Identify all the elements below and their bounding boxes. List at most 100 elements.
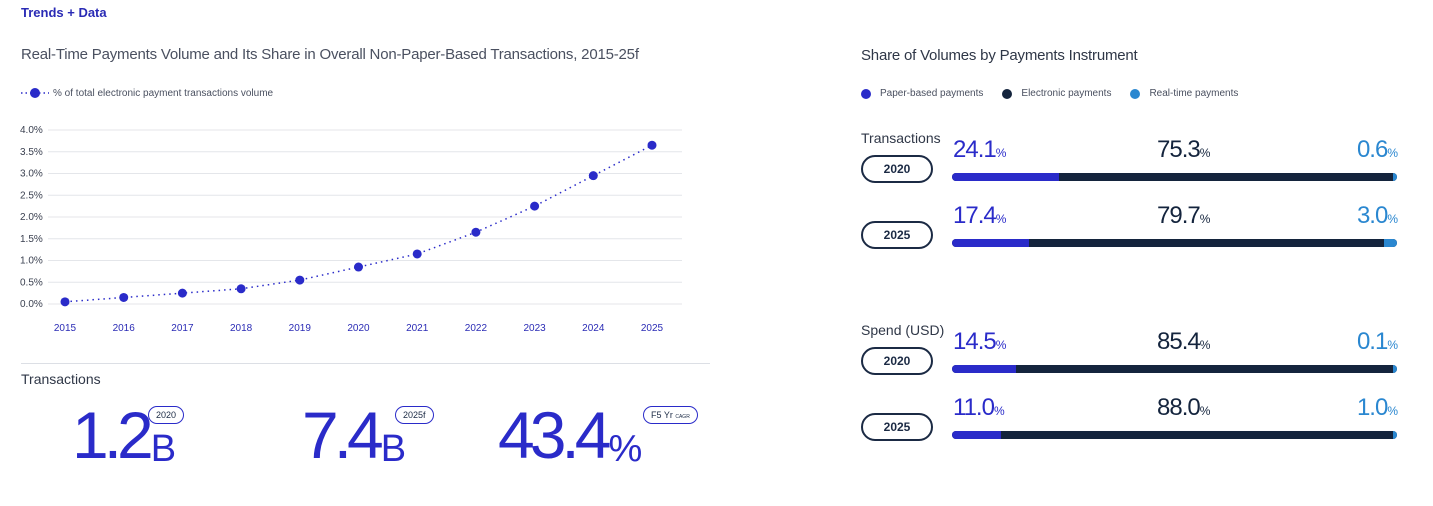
- pct-symbol: %: [1199, 338, 1211, 352]
- data-point: [471, 227, 481, 237]
- pct-symbol: %: [1387, 146, 1398, 160]
- section-title: Transactions: [861, 130, 941, 146]
- stat-badge: 2025f: [395, 406, 434, 424]
- pct-symbol: %: [995, 338, 1007, 352]
- stat-unit: %: [608, 428, 643, 470]
- share-bar: [952, 365, 1397, 373]
- pct-symbol: %: [1387, 212, 1398, 226]
- y-tick-label: 4.0%: [20, 125, 43, 136]
- electronic-segment: [1000, 431, 1393, 439]
- elec-pct: 85.4%: [1157, 330, 1210, 357]
- pct-value: 0.6: [1356, 136, 1388, 163]
- stat-2020: 1.2 B 2020: [72, 402, 185, 468]
- realtime-segment: [1383, 239, 1397, 247]
- chart-title: Real-Time Payments Volume and Its Share …: [21, 46, 639, 63]
- year-pill: 2025: [861, 413, 933, 441]
- badge-text: F5 Yr: [651, 410, 673, 420]
- data-point: [530, 201, 540, 211]
- pct-value: 1.0: [1356, 394, 1388, 421]
- pct-value: 3.0: [1356, 202, 1388, 229]
- share-bar: [952, 173, 1397, 181]
- data-point: [412, 249, 422, 259]
- legend-item-label: Paper-based payments: [880, 88, 984, 99]
- data-point: [177, 288, 187, 298]
- x-tick-label: 2020: [347, 323, 370, 334]
- pct-value: 11.0: [953, 394, 995, 421]
- paper-pct: 17.4%: [953, 204, 1006, 231]
- section-title: Spend (USD): [861, 322, 945, 338]
- y-tick-label: 1.0%: [20, 256, 43, 267]
- badge-text: 2025f: [403, 410, 426, 420]
- y-tick-label: 2.5%: [20, 190, 43, 201]
- rt-pct: 1.0%: [1357, 396, 1398, 423]
- x-tick-label: 2021: [406, 323, 429, 334]
- stat-badge: F5 Yr CAGR: [643, 406, 698, 424]
- transactions-label: Transactions: [21, 371, 101, 387]
- share-legend: Paper-based payments Electronic payments…: [861, 88, 1257, 99]
- x-tick-label: 2016: [113, 323, 136, 334]
- rt-pct: 3.0%: [1357, 204, 1398, 231]
- data-point: [295, 275, 305, 285]
- data-point: [236, 284, 246, 294]
- data-point: [119, 292, 129, 302]
- chart-legend: % of total electronic payment transactio…: [21, 87, 273, 99]
- pct-value: 24.1: [953, 136, 997, 163]
- y-tick-label: 0.5%: [20, 277, 43, 288]
- year-pill: 2025: [861, 221, 933, 249]
- x-tick-label: 2023: [523, 323, 546, 334]
- pct-symbol: %: [993, 404, 1005, 418]
- legend-item-label: Real-time payments: [1149, 88, 1239, 99]
- x-tick-label: 2017: [171, 323, 194, 334]
- paper-pct: 14.5%: [953, 330, 1006, 357]
- stat-cagr: 43.4 % F5 Yr CAGR: [498, 398, 698, 472]
- legend-item-electronic: Electronic payments: [1002, 88, 1111, 99]
- y-tick-label: 2.0%: [20, 212, 43, 223]
- y-tick-label: 0.0%: [20, 299, 43, 310]
- data-point: [588, 171, 598, 181]
- badge-text: 2020: [156, 410, 177, 420]
- pct-symbol: %: [1387, 338, 1398, 352]
- series-line: [64, 144, 653, 303]
- elec-pct: 79.7%: [1157, 204, 1210, 231]
- stat-value: 7.4: [302, 398, 384, 472]
- electronic-segment: [1059, 173, 1394, 181]
- pct-value: 14.5: [953, 328, 997, 355]
- x-tick-label: 2022: [465, 323, 488, 334]
- paper-segment: [952, 431, 1001, 439]
- year-pill: 2020: [861, 347, 933, 375]
- share-title: Share of Volumes by Payments Instrument: [861, 47, 1138, 64]
- realtime-dot-icon: [1130, 88, 1141, 99]
- paper-pct: 11.0%: [953, 396, 1005, 423]
- rt-pct: 0.6%: [1357, 138, 1398, 165]
- x-tick-label: 2019: [289, 323, 312, 334]
- x-tick-label: 2015: [54, 323, 77, 334]
- pct-symbol: %: [1199, 212, 1211, 226]
- pct-value: 75.3: [1157, 136, 1201, 163]
- x-tick-label: 2025: [641, 323, 664, 334]
- x-tick-label: 2018: [230, 323, 253, 334]
- y-tick-label: 1.5%: [20, 234, 43, 245]
- stat-unit: B: [380, 428, 407, 470]
- legend-item-paper: Paper-based payments: [861, 88, 983, 99]
- paper-dot-icon: [861, 88, 871, 99]
- legend-label: % of total electronic payment transactio…: [53, 87, 274, 99]
- pct-symbol: %: [1199, 404, 1211, 418]
- data-point: [647, 140, 657, 150]
- paper-segment: [952, 239, 1030, 247]
- badge-small-text: CAGR: [675, 414, 690, 420]
- legend-item-label: Electronic payments: [1021, 88, 1112, 99]
- paper-segment: [952, 173, 1060, 181]
- realtime-segment: [1393, 173, 1397, 181]
- share-bar: [952, 431, 1397, 439]
- pct-value: 85.4: [1157, 328, 1201, 355]
- stat-value: 43.4: [498, 398, 611, 472]
- year-pill: 2020: [861, 155, 933, 183]
- pct-symbol: %: [1199, 146, 1211, 160]
- pct-symbol: %: [995, 146, 1007, 160]
- y-tick-label: 3.0%: [20, 169, 43, 180]
- realtime-segment: [1392, 431, 1397, 439]
- line-chart: 0.0% 0.5% 1.0% 1.5% 2.0% 2.5% 3.0% 3.5% 4.0% 2015…: [20, 125, 682, 334]
- pct-value: 0.1: [1356, 328, 1388, 355]
- pct-value: 88.0: [1157, 394, 1201, 421]
- legend-item-realtime: Real-time payments: [1130, 88, 1238, 99]
